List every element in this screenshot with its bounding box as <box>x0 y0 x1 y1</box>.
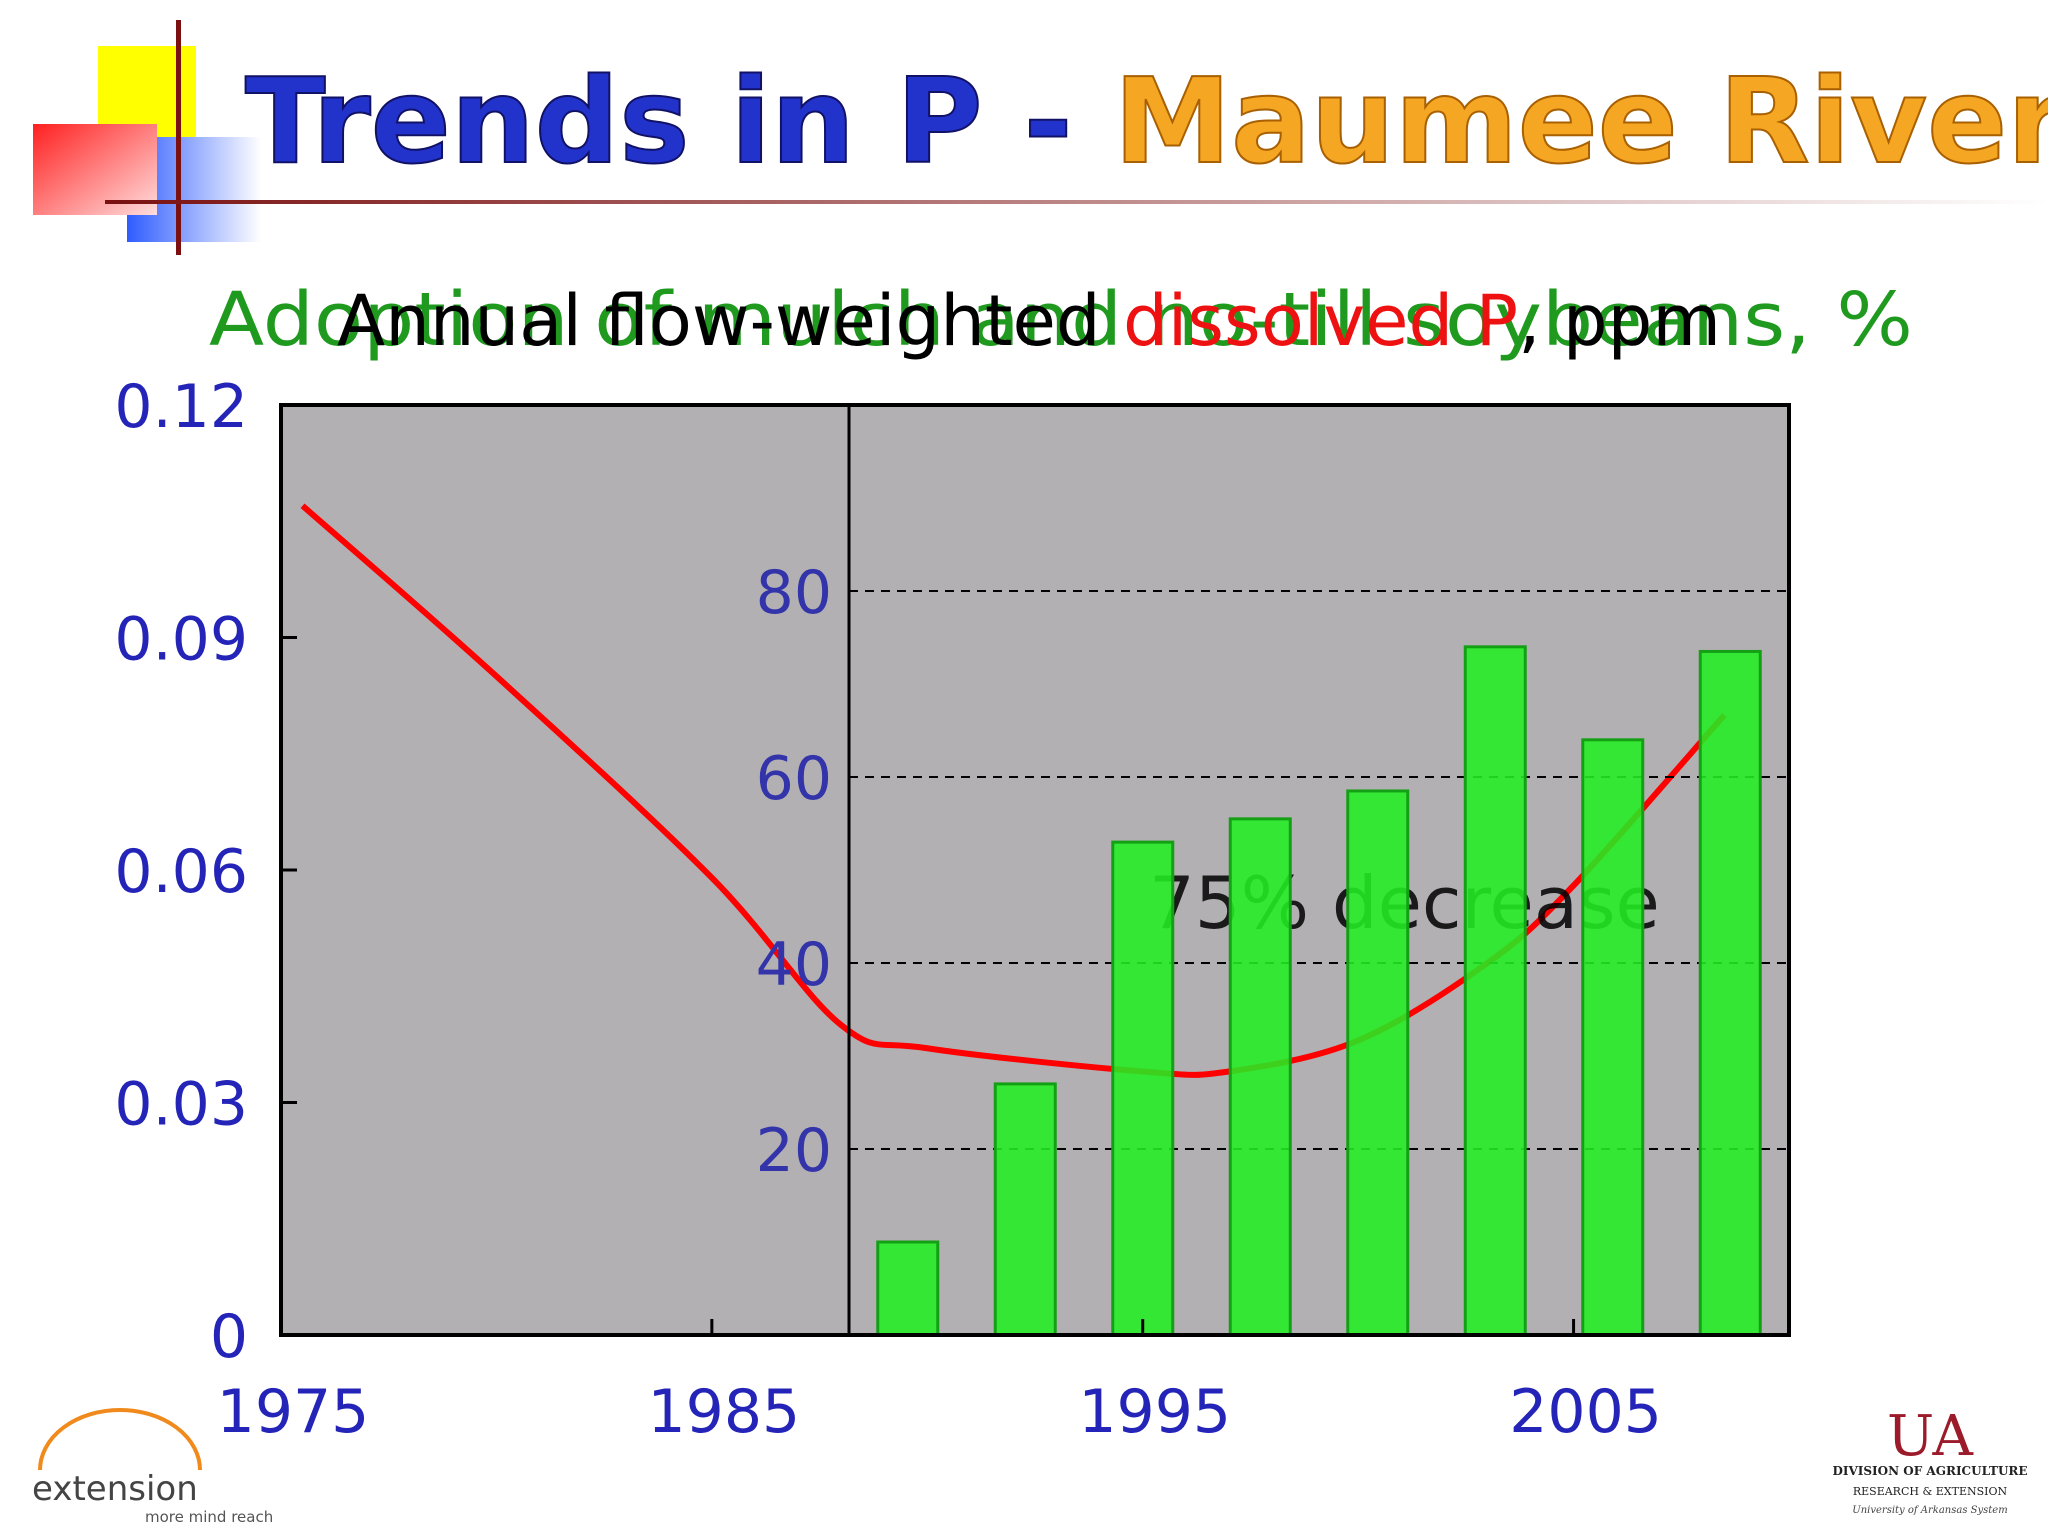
logo-left: extension <box>32 1469 198 1509</box>
y-tick-label: 0.03 <box>114 1070 248 1140</box>
deco-square <box>33 124 157 215</box>
bar <box>1111 840 1175 1337</box>
title-part: Annual flow-weighted <box>337 280 1123 362</box>
logo-right: UA <box>1887 1404 1973 1469</box>
y-tick-label: 0.12 <box>114 372 248 442</box>
y2-tick-label: 40 <box>756 930 832 1000</box>
y-tick-label: 0.09 <box>114 605 248 675</box>
title-part: Maumee River <box>1114 52 2048 190</box>
bar <box>1581 738 1645 1337</box>
bar <box>1698 649 1762 1337</box>
title-part: Trends in P - <box>245 52 1114 190</box>
bar-chart-title: Adoption of mulch and no-till soybeans, … <box>209 277 1913 363</box>
bar <box>1228 817 1292 1337</box>
logo-arc <box>38 1408 202 1471</box>
x-tick-label: 1985 <box>648 1377 801 1447</box>
logo-right-line: University of Arkansas System <box>1852 1505 2007 1516</box>
chart-layer: 75% decrease <box>300 503 1789 1337</box>
logo-right-line: RESEARCH & EXTENSION <box>1853 1485 2008 1498</box>
bar <box>1346 789 1410 1337</box>
y2-tick-label: 80 <box>756 558 832 628</box>
title-part: dissolved P <box>1123 280 1518 362</box>
bar <box>993 1082 1057 1337</box>
x-tick-label: 1995 <box>1078 1377 1231 1447</box>
x-tick-label: 2005 <box>1509 1377 1662 1447</box>
logo-left-tagline: more mind reach <box>145 1508 273 1526</box>
bar <box>1463 645 1527 1337</box>
bar <box>876 1240 940 1337</box>
line-chart-title: Annual flow-weighted dissolved P, ppm <box>337 280 1721 362</box>
y-tick-label: 0.06 <box>114 837 248 907</box>
y-tick-label: 0 <box>210 1302 248 1372</box>
title-part: , ppm <box>1518 280 1721 362</box>
title: Trends in P - Maumee River <box>245 52 2048 190</box>
deco-square <box>98 46 196 137</box>
y2-tick-label: 20 <box>756 1116 832 1186</box>
deco-line <box>176 20 181 255</box>
x-tick-label: 1975 <box>217 1377 370 1447</box>
deco-line <box>105 200 2048 204</box>
logo-right-line: DIVISION OF AGRICULTURE <box>1832 1464 2027 1478</box>
y2-tick-label: 60 <box>756 744 832 814</box>
